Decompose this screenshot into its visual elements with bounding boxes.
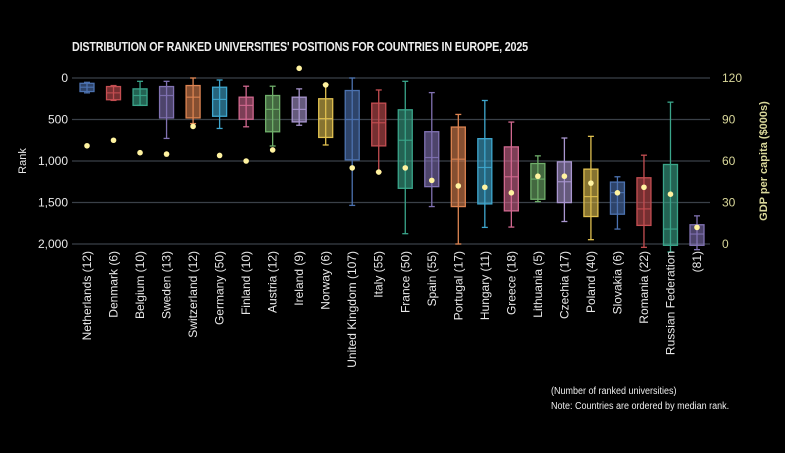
- y2-tick-label: 60: [722, 154, 736, 168]
- box: [530, 162, 546, 200]
- category-label: (81): [690, 251, 704, 272]
- gdp-marker: [375, 169, 382, 175]
- chart-title: DISTRIBUTION OF RANKED UNIVERSITIES' POS…: [72, 40, 528, 54]
- box: [344, 89, 360, 161]
- y2-tick-label: 0: [722, 237, 729, 251]
- gdp-marker: [667, 191, 674, 197]
- category-label: Czechia (17): [557, 251, 571, 319]
- box: [477, 138, 493, 205]
- y-axis-label: Rank: [17, 148, 29, 174]
- category-label: Poland (40): [584, 251, 598, 313]
- gdp-marker: [190, 123, 196, 130]
- box: [503, 146, 519, 212]
- y2-tick-label: 90: [722, 113, 736, 127]
- box: [371, 102, 387, 147]
- box: [583, 168, 599, 218]
- gdp-marker: [535, 173, 541, 180]
- y2-tick-label: 120: [722, 71, 742, 85]
- category-label: Sweden (13): [160, 251, 174, 319]
- gdp-marker: [322, 82, 329, 88]
- box: [636, 177, 652, 227]
- note-ordering: Note: Countries are ordered by median ra…: [551, 401, 730, 412]
- gdp-marker: [508, 190, 515, 196]
- box: [265, 94, 281, 133]
- category-label: Hungary (11): [478, 251, 492, 320]
- gdp-marker: [402, 165, 409, 171]
- box: [662, 163, 679, 246]
- gdp-marker: [349, 165, 356, 171]
- category-label: Spain (55): [425, 251, 439, 306]
- category-label: Germany (50): [213, 251, 227, 325]
- gdp-marker: [588, 180, 594, 186]
- y-tick-label: 1,000: [38, 154, 68, 168]
- box: [158, 85, 175, 119]
- category-label: Lithuania (5): [531, 251, 545, 318]
- category-label: Denmark (6): [107, 251, 121, 318]
- gdp-marker: [428, 177, 435, 184]
- category-label: Greece (18): [504, 251, 518, 315]
- box: [185, 84, 201, 119]
- category-label: Netherlands (12): [80, 251, 94, 340]
- box: [211, 86, 228, 117]
- gdp-marker: [641, 184, 647, 191]
- box: [609, 181, 626, 215]
- gdp-marker: [243, 158, 249, 164]
- y2-tick-label: 30: [722, 196, 736, 210]
- gdp-marker: [84, 142, 90, 149]
- box: [424, 131, 440, 188]
- category-label: Ireland (9): [292, 251, 306, 306]
- gdp-marker: [296, 65, 302, 72]
- y-tick-label: 500: [48, 113, 68, 127]
- gdp-marker: [163, 151, 170, 157]
- box: [450, 126, 466, 208]
- gdp-marker: [137, 149, 143, 156]
- gdp-marker: [455, 183, 462, 189]
- category-label: Slovakia (6): [610, 251, 624, 314]
- category-label: Portugal (17): [451, 251, 465, 320]
- y2-axis-label: GDP per capita ($000s): [758, 101, 770, 221]
- category-label: Finland (10): [239, 251, 253, 315]
- category-label: Switzerland (12): [186, 251, 200, 338]
- y-tick-label: 0: [61, 71, 68, 85]
- y-tick-label: 2,000: [38, 237, 68, 251]
- note-count-legend: (Number of ranked universities): [551, 386, 677, 397]
- gdp-marker: [216, 152, 223, 159]
- y-tick-label: 1,500: [38, 196, 68, 210]
- category-label: Belgium (10): [133, 251, 147, 319]
- gdp-marker: [614, 190, 621, 196]
- box: [397, 109, 413, 189]
- chart-notes: (Number of ranked universities) Note: Co…: [551, 384, 729, 414]
- gdp-marker: [694, 224, 700, 231]
- box: [132, 88, 148, 107]
- gdp-marker: [482, 184, 488, 191]
- gdp-marker: [110, 137, 117, 144]
- category-label: United Kingdom (107): [345, 251, 359, 368]
- category-label: Italy (55): [372, 251, 386, 298]
- category-label: Norway (6): [319, 251, 333, 310]
- category-label: Austria (12): [266, 251, 280, 313]
- category-label: Romania (22): [637, 251, 651, 324]
- gdp-marker: [561, 173, 568, 180]
- category-label: France (50): [398, 251, 412, 313]
- category-label: Russian Federation: [663, 251, 677, 355]
- gdp-marker: [269, 147, 276, 153]
- box: [238, 96, 254, 120]
